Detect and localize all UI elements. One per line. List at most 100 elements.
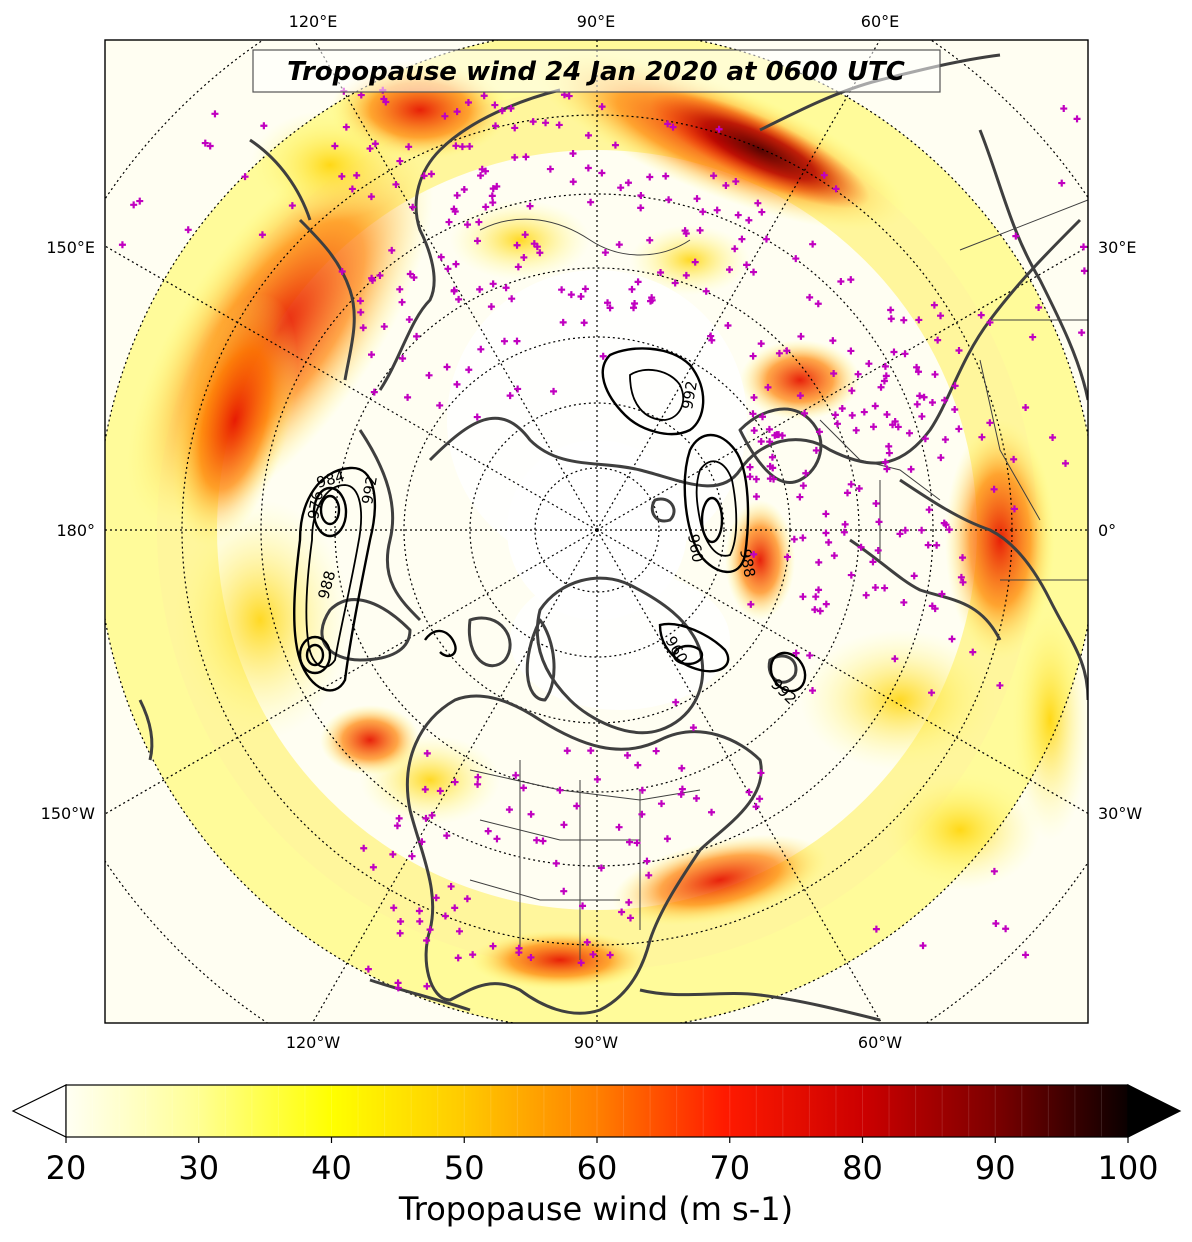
station-marker	[451, 778, 459, 786]
station-marker	[598, 169, 606, 177]
station-marker	[542, 119, 550, 127]
station-marker	[959, 554, 967, 562]
station-marker	[360, 844, 368, 852]
station-marker	[464, 221, 472, 229]
station-marker	[806, 293, 814, 301]
station-marker	[925, 506, 933, 514]
station-marker	[889, 421, 897, 429]
station-marker	[514, 385, 522, 393]
colorbar-extend-min	[11, 1084, 67, 1138]
station-marker	[569, 178, 577, 186]
station-marker	[604, 299, 612, 307]
station-marker	[580, 319, 588, 327]
station-marker	[421, 785, 429, 793]
station-marker	[830, 552, 838, 560]
lon-label-bottom: 60°W	[858, 1033, 902, 1052]
station-marker	[750, 427, 758, 435]
lon-label-top: 90°E	[577, 12, 615, 31]
station-marker	[1049, 433, 1057, 441]
station-marker	[646, 236, 654, 244]
station-marker	[713, 206, 721, 214]
station-marker	[392, 180, 400, 188]
station-marker	[901, 526, 909, 534]
station-marker	[848, 411, 856, 419]
station-marker	[491, 101, 499, 109]
station-marker	[567, 291, 575, 299]
pressure-contours	[293, 347, 807, 693]
station-marker	[356, 297, 364, 305]
station-marker	[915, 316, 923, 324]
station-marker	[493, 835, 501, 843]
station-marker	[615, 241, 623, 249]
station-marker	[520, 784, 527, 792]
station-marker	[454, 954, 462, 962]
station-marker	[877, 383, 885, 391]
station-marker	[515, 949, 523, 957]
station-marker	[353, 171, 361, 179]
station-marker	[589, 950, 597, 958]
station-marker	[758, 413, 766, 421]
colorbar-extend-max	[1127, 1084, 1182, 1138]
station-marker	[118, 241, 126, 249]
station-marker	[426, 926, 434, 934]
station-marker	[539, 837, 547, 845]
station-marker	[593, 775, 601, 783]
station-marker	[420, 172, 428, 180]
station-marker	[815, 586, 823, 594]
colorbar-gradient	[66, 1085, 1128, 1137]
station-marker	[527, 810, 535, 818]
station-marker	[211, 110, 219, 118]
station-marker	[452, 142, 460, 150]
station-marker	[783, 553, 791, 561]
station-marker	[475, 218, 483, 226]
contour-label: 992	[358, 474, 381, 505]
station-marker	[443, 363, 451, 371]
station-marker	[814, 300, 822, 308]
station-marker	[587, 198, 595, 206]
station-marker	[875, 518, 883, 526]
station-marker	[754, 199, 762, 207]
station-marker	[764, 383, 772, 391]
station-marker	[423, 749, 431, 757]
longitude-labels: 120°E 90°E 60°E 120°W 90°W 60°W 150°E 18…	[41, 12, 1143, 1052]
station-marker	[815, 428, 823, 436]
station-marker	[646, 173, 654, 181]
colorbar-tick-label: 90	[975, 1149, 1016, 1187]
station-marker	[745, 216, 753, 224]
station-marker	[992, 920, 1000, 928]
station-marker	[136, 197, 144, 205]
station-marker	[1010, 505, 1018, 513]
station-marker	[894, 423, 902, 431]
station-marker	[331, 142, 339, 150]
station-marker	[522, 153, 530, 161]
station-marker	[631, 299, 639, 307]
station-marker	[368, 351, 376, 359]
station-marker	[799, 534, 807, 542]
station-marker	[409, 203, 417, 211]
station-marker	[671, 279, 679, 287]
station-marker	[469, 951, 477, 959]
station-marker	[1058, 179, 1066, 187]
station-marker	[792, 255, 800, 263]
station-marker	[444, 265, 452, 273]
station-marker	[493, 182, 501, 190]
station-marker	[986, 318, 994, 326]
station-marker	[838, 404, 846, 412]
station-marker	[816, 607, 824, 615]
station-marker	[731, 245, 739, 253]
station-marker	[882, 372, 890, 380]
station-marker	[638, 810, 646, 818]
station-marker	[865, 360, 873, 368]
station-marker	[367, 193, 375, 201]
station-marker	[757, 769, 765, 777]
station-marker	[857, 543, 865, 551]
station-marker	[921, 435, 929, 443]
station-marker	[357, 91, 365, 99]
station-marker	[872, 499, 880, 507]
station-marker	[423, 982, 431, 990]
station-marker	[458, 143, 466, 151]
station-marker	[957, 573, 965, 581]
station-marker	[558, 286, 566, 294]
station-marker	[1002, 925, 1010, 933]
